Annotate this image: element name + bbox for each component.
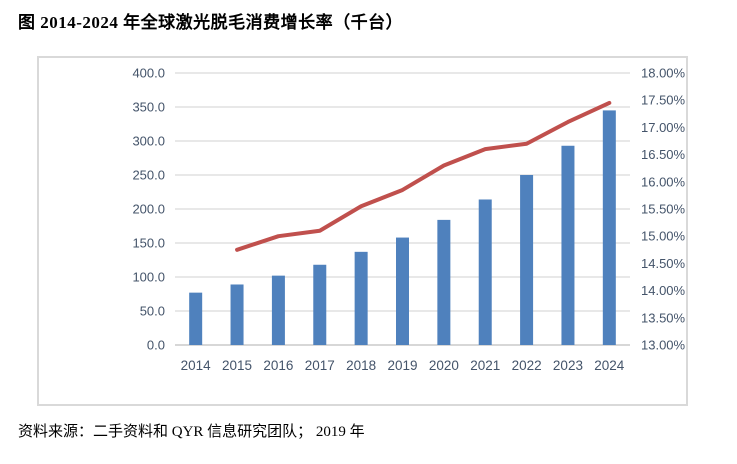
source-note: 资料来源：二手资料和 QYR 信息研究团队； 2019 年 [18, 424, 365, 440]
bar-2018 [354, 251, 368, 345]
right-axis-tick-label: 13.50% [641, 310, 686, 325]
bar-2022 [520, 175, 534, 345]
left-axis-tick-label: 300.0 [132, 134, 165, 149]
x-axis-label-2019: 2019 [387, 358, 417, 373]
right-axis-tick-label: 18.00% [641, 66, 686, 81]
right-axis-tick-label: 16.00% [641, 174, 686, 189]
x-axis-label-2023: 2023 [553, 358, 583, 373]
bar-2014 [189, 292, 203, 345]
left-axis-tick-label: 400.0 [132, 66, 165, 81]
left-axis-tick-label: 200.0 [132, 202, 165, 217]
x-axis-label-2014: 2014 [181, 358, 212, 373]
bar-2017 [313, 264, 327, 345]
right-axis-tick-label: 17.50% [641, 93, 686, 108]
x-axis-label-2017: 2017 [305, 358, 335, 373]
bar-2016 [271, 275, 285, 345]
left-axis-tick-label: 150.0 [132, 236, 165, 251]
chart-canvas: 400.0 350.0 300.0 250.0 200.0 150.0 100.0 50.0 0… [132, 66, 686, 374]
x-axis-label-2022: 2022 [512, 358, 542, 373]
right-axis-tick-label: 14.00% [641, 283, 686, 298]
x-axis-label-2024: 2024 [594, 358, 625, 373]
right-axis-tick-label: 15.50% [641, 202, 686, 217]
left-axis-tick-label: 0.0 [147, 338, 165, 353]
x-axis-label-2016: 2016 [263, 358, 293, 373]
right-axis-tick-label: 14.50% [641, 256, 686, 271]
x-axis-label-2015: 2015 [222, 358, 252, 373]
right-axis-tick-label: 15.00% [641, 229, 686, 244]
bar-2023 [561, 145, 575, 345]
bar-2020 [437, 219, 451, 345]
bar-2021 [478, 199, 492, 345]
growth-rate-line [235, 100, 612, 252]
chart-frame: 400.0 350.0 300.0 250.0 200.0 150.0 100.0 50.0 0… [37, 56, 688, 406]
page-title: 图 2014-2024 年全球激光脱毛消费增长率（千台） [18, 13, 404, 32]
left-axis-tick-label: 350.0 [132, 100, 165, 115]
bar-2019 [396, 237, 409, 345]
bar-2015 [230, 284, 244, 345]
left-axis-tick-label: 250.0 [132, 168, 165, 183]
left-axis-tick-label: 100.0 [132, 270, 165, 285]
left-axis-tick-label: 50.0 [140, 304, 165, 319]
x-axis-label-2020: 2020 [429, 358, 459, 373]
bar-2024 [602, 110, 616, 346]
right-axis-tick-label: 13.00% [641, 338, 686, 353]
right-axis-tick-label: 17.00% [641, 120, 686, 135]
x-axis-label-2018: 2018 [346, 358, 376, 373]
x-axis-label-2021: 2021 [470, 358, 500, 373]
right-axis-tick-label: 16.50% [641, 147, 686, 162]
